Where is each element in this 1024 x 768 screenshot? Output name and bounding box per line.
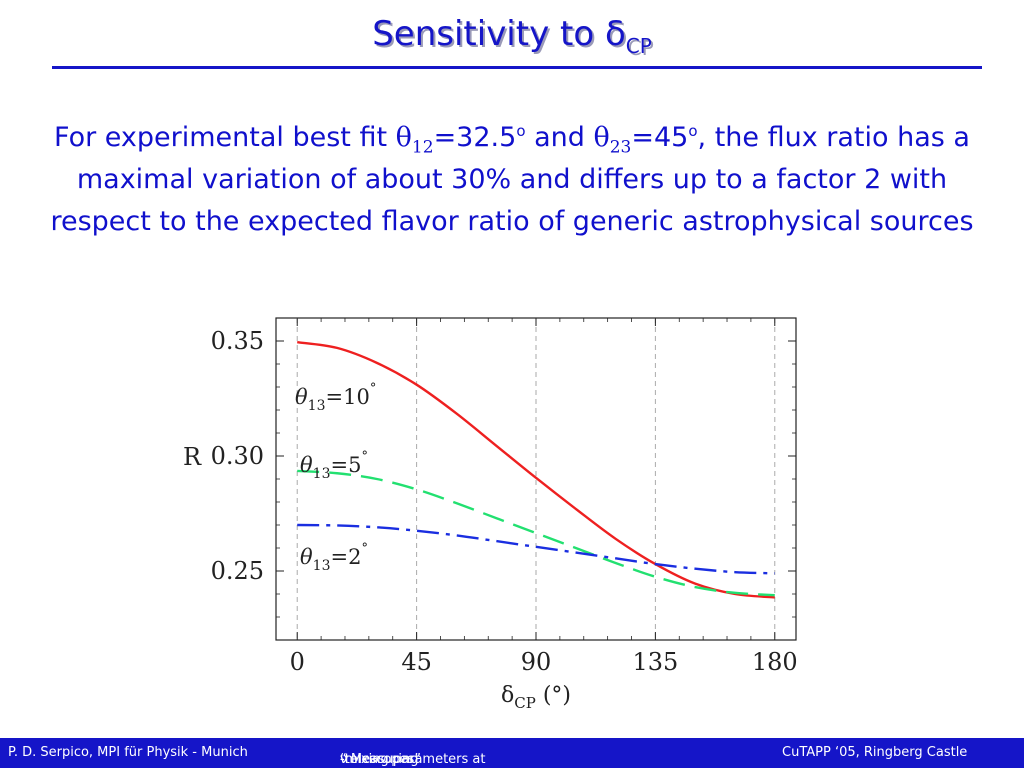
series-label-1: θ13=5° bbox=[300, 449, 368, 482]
x-tick-label-0: 0 bbox=[290, 648, 305, 676]
nu-symbol-1: ν bbox=[340, 752, 348, 767]
slide-title-subscript: CP bbox=[625, 33, 652, 58]
paragraph-and: and bbox=[525, 122, 594, 153]
footer-conference: CuTAPP ‘05, Ringberg Castle bbox=[782, 745, 968, 760]
y-tick-label-0: 0.25 bbox=[211, 557, 264, 585]
y-tick-label-2: 0.35 bbox=[211, 327, 264, 355]
slide-title-text: Sensitivity to δ bbox=[372, 14, 626, 54]
theta12-value: =32.5 bbox=[433, 122, 517, 153]
y-tick-label-1: 0.30 bbox=[211, 442, 264, 470]
x-tick-label-135: 135 bbox=[632, 648, 678, 676]
theta-symbol-1: θ bbox=[395, 122, 412, 153]
x-tick-label-180: 180 bbox=[752, 648, 798, 676]
degree-mark-1: o bbox=[516, 122, 526, 140]
series-line-2 bbox=[297, 523, 775, 575]
series-label-2: θ13=2° bbox=[300, 541, 368, 574]
x-axis-label: δCP (°) bbox=[501, 683, 571, 708]
subscript-12: 12 bbox=[411, 137, 434, 158]
paragraph-text-1: For experimental best fit bbox=[54, 122, 396, 153]
paragraph-text-2: , the flux ratio has a maximal variation… bbox=[50, 122, 974, 237]
footer-bar: P. D. Serpico, MPI für Physik - Munich “… bbox=[0, 738, 1024, 768]
slide-paragraph: For experimental best fit θ12=32.5o and … bbox=[40, 117, 984, 243]
y-axis-label: R bbox=[183, 443, 202, 471]
nu-symbol-2: ν bbox=[340, 752, 348, 767]
series-line-0 bbox=[297, 340, 775, 599]
x-tick-label-45: 45 bbox=[401, 648, 432, 676]
theta23-value: =45 bbox=[631, 122, 689, 153]
degree-mark-2: o bbox=[688, 122, 698, 140]
title-divider bbox=[52, 66, 982, 69]
slide-title: Sensitivity to δCP bbox=[0, 14, 1024, 58]
footer-talk-post: -telescopes” bbox=[340, 752, 422, 767]
footer-author: P. D. Serpico, MPI für Physik - Munich bbox=[8, 745, 248, 760]
series-line-1 bbox=[297, 469, 775, 597]
footer-talk-pre: “ Measuring bbox=[340, 752, 419, 767]
series-label-0: θ13=10° bbox=[295, 381, 376, 414]
x-tick-label-90: 90 bbox=[521, 648, 552, 676]
theta-symbol-2: θ bbox=[593, 122, 610, 153]
footer-talk-mid: -mixing parameters at bbox=[340, 752, 486, 767]
subscript-23: 23 bbox=[609, 137, 632, 158]
